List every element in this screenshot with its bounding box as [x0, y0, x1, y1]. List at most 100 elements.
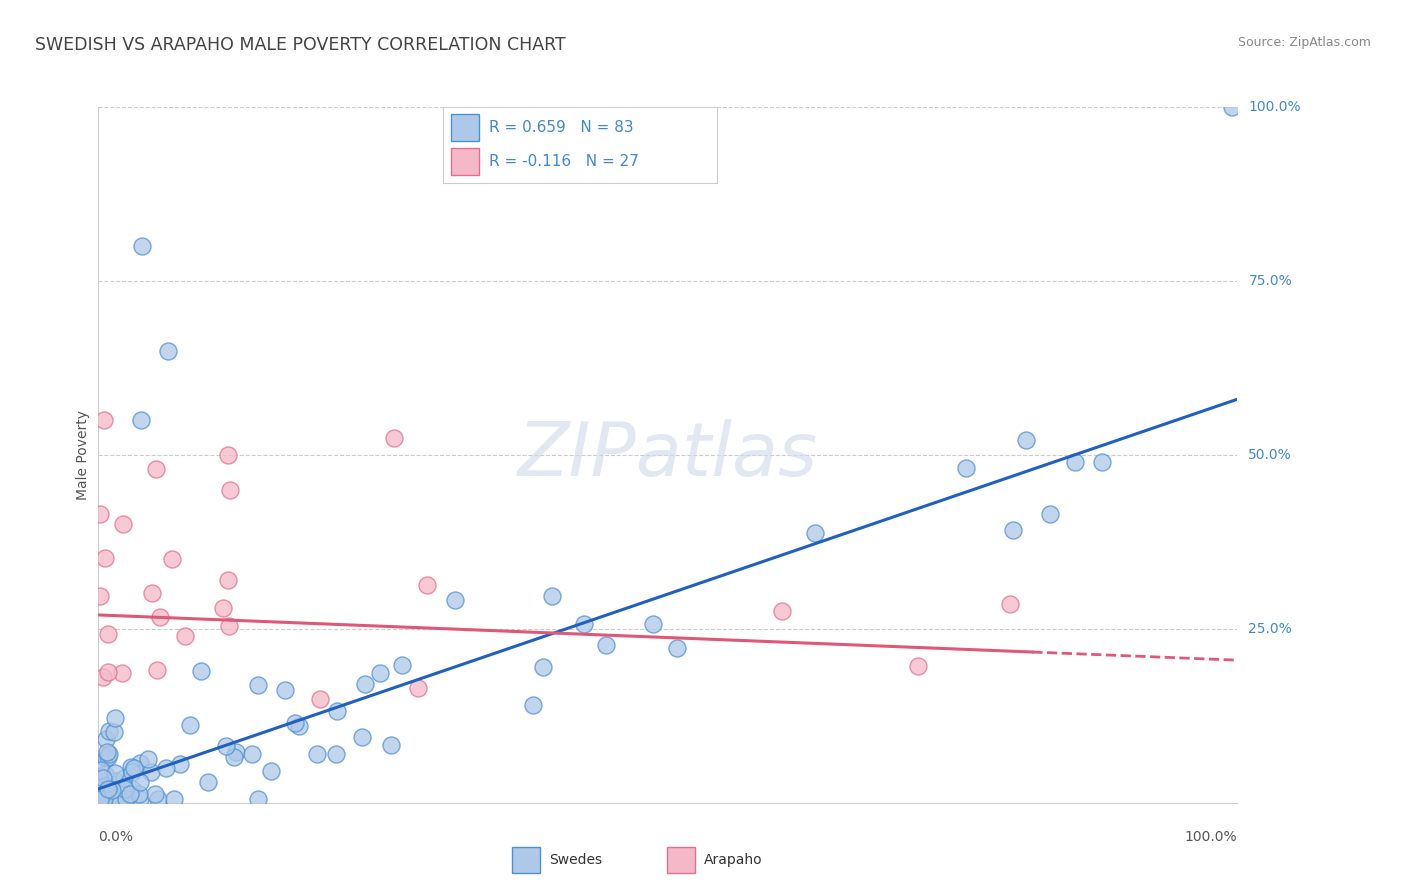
Point	[97, 665, 120, 680]
Point	[247, 678, 270, 692]
Point	[354, 676, 377, 690]
Point	[94, 751, 117, 765]
Point	[129, 792, 152, 806]
Point	[97, 747, 120, 761]
Text: 75.0%: 75.0%	[1249, 274, 1292, 288]
Point	[93, 550, 115, 565]
Point	[111, 666, 134, 681]
Point	[665, 640, 688, 655]
Bar	[512, 847, 540, 873]
Point	[217, 573, 239, 587]
Point	[111, 517, 134, 532]
Point	[325, 747, 347, 761]
Point	[114, 781, 136, 796]
Point	[443, 592, 465, 607]
Point	[93, 413, 115, 427]
Point	[120, 760, 142, 774]
Point	[222, 750, 245, 764]
Point	[595, 638, 617, 652]
Point	[1015, 434, 1038, 448]
Point	[131, 239, 153, 253]
Point	[104, 773, 127, 788]
Point	[108, 792, 131, 806]
Text: SWEDISH VS ARAPAHO MALE POVERTY CORRELATION CHART: SWEDISH VS ARAPAHO MALE POVERTY CORRELAT…	[35, 36, 565, 54]
Point	[129, 413, 152, 427]
Point	[94, 767, 117, 781]
Point	[101, 783, 124, 797]
Point	[350, 730, 373, 744]
Point	[93, 792, 115, 806]
Point	[522, 698, 544, 712]
Point	[97, 792, 120, 806]
Point	[97, 627, 120, 641]
Point	[197, 775, 219, 789]
Point	[108, 791, 131, 805]
Point	[391, 657, 413, 672]
Point	[240, 747, 263, 761]
Point	[541, 589, 564, 603]
Point	[90, 792, 112, 806]
Point	[129, 756, 152, 770]
Point	[89, 792, 111, 806]
Bar	[451, 148, 478, 175]
Point	[157, 343, 180, 358]
Point	[155, 761, 177, 775]
Point	[1220, 100, 1243, 114]
Point	[307, 747, 329, 761]
Text: 0.0%: 0.0%	[98, 830, 134, 844]
Point	[770, 604, 793, 618]
Point	[148, 792, 170, 806]
Point	[89, 769, 111, 783]
Text: 50.0%: 50.0%	[1249, 448, 1292, 462]
Point	[146, 663, 169, 677]
Point	[103, 725, 125, 739]
Point	[104, 766, 127, 780]
Point	[1002, 523, 1025, 537]
Point	[309, 692, 332, 706]
Point	[93, 670, 115, 684]
Point	[998, 597, 1021, 611]
Point	[91, 772, 114, 786]
Point	[141, 586, 163, 600]
Point	[173, 629, 195, 643]
Point	[215, 739, 238, 754]
Point	[1091, 455, 1114, 469]
Point	[380, 738, 402, 752]
Point	[326, 704, 349, 718]
Text: R = -0.116   N = 27: R = -0.116 N = 27	[489, 154, 640, 169]
Point	[225, 745, 247, 759]
Text: 100.0%: 100.0%	[1249, 100, 1301, 114]
Text: 100.0%: 100.0%	[1185, 830, 1237, 844]
Point	[531, 660, 554, 674]
Point	[128, 787, 150, 801]
Point	[246, 792, 269, 806]
Point	[218, 619, 240, 633]
Text: 25.0%: 25.0%	[1249, 622, 1292, 636]
Y-axis label: Male Poverty: Male Poverty	[76, 410, 90, 500]
Text: Arapaho: Arapaho	[704, 853, 762, 867]
Point	[104, 711, 127, 725]
Point	[406, 681, 429, 696]
Point	[89, 507, 111, 521]
Point	[94, 732, 117, 747]
Point	[907, 658, 929, 673]
Point	[97, 781, 120, 796]
Point	[218, 483, 240, 497]
Point	[1039, 507, 1062, 521]
Point	[121, 781, 143, 796]
Point	[169, 757, 191, 772]
Point	[284, 716, 307, 731]
Point	[288, 719, 311, 733]
Point	[416, 578, 439, 592]
Point	[90, 764, 112, 778]
Point	[89, 589, 111, 603]
Point	[179, 718, 201, 732]
Point	[641, 616, 664, 631]
Point	[955, 460, 977, 475]
Point	[382, 431, 405, 445]
Point	[98, 724, 121, 739]
Text: Source: ZipAtlas.com: Source: ZipAtlas.com	[1237, 36, 1371, 49]
Point	[370, 666, 392, 681]
Point	[103, 792, 125, 806]
Bar	[666, 847, 695, 873]
